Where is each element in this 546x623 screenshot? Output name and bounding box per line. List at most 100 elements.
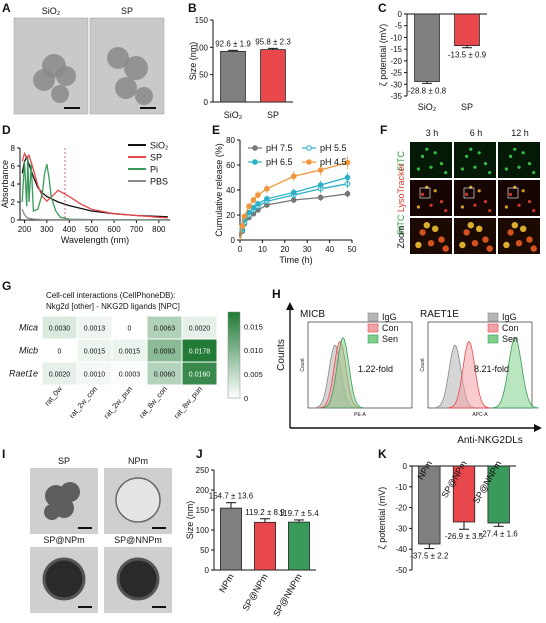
micrograph bbox=[498, 218, 540, 254]
y-tick-label: -15 bbox=[390, 45, 402, 54]
fluorescent-spot bbox=[477, 189, 481, 193]
x-axis-label: Wavelength (nm) bbox=[61, 235, 129, 245]
fluorescent-spot bbox=[520, 225, 527, 232]
bar bbox=[220, 507, 242, 571]
fold-change-label: 8.21-fold bbox=[474, 364, 509, 374]
legend-marker bbox=[306, 145, 312, 151]
legend-label: Sen bbox=[502, 334, 518, 344]
row-label-merge: FITC LysoTracker bbox=[396, 163, 406, 234]
panel-letter: G bbox=[2, 279, 11, 293]
row-label-fitc: FITC bbox=[396, 151, 406, 171]
cell-value: 0.0178 bbox=[189, 349, 211, 356]
fluorescent-spot bbox=[467, 222, 474, 229]
legend-label: PBS bbox=[150, 177, 168, 187]
fluorescent-spot bbox=[419, 229, 426, 236]
tem-image-i-3: SP@NNPm bbox=[104, 535, 172, 613]
row-label-zoom: Zoom bbox=[396, 225, 406, 248]
y-tick-label: 50 bbox=[199, 71, 208, 80]
panel-letter: K bbox=[378, 447, 387, 461]
y-tick-label: 200 bbox=[196, 486, 210, 495]
fluorescent-spot bbox=[444, 171, 448, 175]
inner-y-label: Count bbox=[420, 358, 426, 372]
image-label: NPm bbox=[128, 456, 148, 466]
particle bbox=[33, 69, 55, 91]
tem-image-i-0: SP bbox=[30, 456, 98, 534]
fluorescent-spot bbox=[425, 147, 429, 151]
fluorescent-spot bbox=[476, 225, 483, 232]
fluorescent-spot bbox=[469, 185, 473, 189]
y-tick-label: 150 bbox=[196, 506, 210, 515]
legend-label: SiO₂ bbox=[150, 141, 169, 151]
scale-tick-label: 0 bbox=[244, 394, 248, 403]
fluorescent-spot bbox=[444, 209, 448, 213]
panel-letter: A bbox=[2, 1, 11, 15]
image-label: SP bbox=[58, 456, 70, 466]
legend-label: IgG bbox=[382, 312, 397, 322]
series-line bbox=[21, 151, 168, 219]
y-tick-label: -40 bbox=[395, 545, 407, 554]
y-tick-label: 0 bbox=[204, 98, 209, 107]
time-label: 3 h bbox=[426, 128, 439, 138]
fluorescent-spot bbox=[482, 236, 489, 243]
y-tick-label: 2 bbox=[11, 198, 16, 207]
y-tick-label: 0 bbox=[205, 566, 210, 575]
y-tick-label: 0 bbox=[398, 10, 403, 19]
fluorescent-spot bbox=[415, 241, 422, 249]
histogram-title: MICB bbox=[300, 309, 325, 320]
cell-value: 0.0063 bbox=[154, 326, 176, 333]
series-line bbox=[21, 208, 168, 221]
color-scale bbox=[227, 311, 241, 399]
particle bbox=[56, 66, 76, 86]
row-label: Mica bbox=[19, 323, 38, 333]
fluorescent-spot bbox=[438, 236, 445, 243]
x-tick-label: 40 bbox=[325, 245, 334, 254]
fluorescent-spot bbox=[513, 185, 517, 189]
line-chart-D: 0 2 4 6 8 200 300 400 500 600 700 800 Wavelength (nm… bbox=[0, 141, 170, 245]
y-tick-label: 0 bbox=[11, 216, 16, 225]
legend-label: IgG bbox=[502, 312, 517, 322]
fluorescent-spot bbox=[459, 241, 466, 249]
y-tick-label: 0 bbox=[403, 462, 408, 471]
y-axis-label: ζ potential (mV) bbox=[378, 24, 388, 87]
fluorescent-spot bbox=[460, 167, 464, 171]
bar-chart-B: 0 50 100 150 Size (nm) 92.6 ± 1.9 SiO₂ 95.8 ± 2… bbox=[188, 16, 293, 120]
fold-change-label: 1.22-fold bbox=[358, 364, 393, 374]
fluorescent-spot bbox=[509, 154, 513, 158]
micrograph bbox=[410, 142, 452, 178]
data-label: 154.7 ± 13.6 bbox=[209, 492, 254, 501]
fluorescent-spot bbox=[503, 241, 510, 249]
fluorescent-spot bbox=[532, 171, 536, 175]
column-label: rat_2w_pun bbox=[102, 385, 134, 421]
legend-label: Pi bbox=[150, 165, 158, 175]
particle bbox=[51, 85, 69, 103]
fluorescent-spot bbox=[527, 200, 532, 204]
fluorescent-spot bbox=[471, 240, 479, 247]
legend-label: pH 7.5 bbox=[266, 143, 293, 153]
data-label: 95.8 ± 2.3 bbox=[255, 37, 291, 46]
fluorescent-spot bbox=[463, 229, 470, 236]
fluorescent-spot bbox=[473, 165, 477, 169]
x-axis-label: Anti-NKG2DLs bbox=[457, 435, 523, 446]
fluorescent-spot bbox=[429, 203, 433, 207]
x-tick-label: 400 bbox=[63, 225, 77, 234]
fluorescent-spot bbox=[517, 203, 521, 207]
legend-label: pH 5.5 bbox=[320, 143, 347, 153]
coated-particle bbox=[116, 557, 160, 601]
particle bbox=[60, 482, 80, 502]
fluorescent-spot bbox=[530, 245, 537, 252]
fluorescent-spot bbox=[488, 171, 492, 175]
category-label: NPm bbox=[217, 572, 236, 594]
legend-label: Con bbox=[502, 323, 519, 333]
inner-x-label: APC-A bbox=[472, 412, 488, 418]
y-tick-label: 4 bbox=[11, 180, 16, 189]
x-tick-label: 30 bbox=[303, 245, 312, 254]
y-tick-label: 20 bbox=[226, 211, 235, 220]
fluorescent-spot bbox=[439, 200, 444, 204]
x-tick-label: 700 bbox=[130, 225, 144, 234]
y-tick-label: 80 bbox=[226, 136, 235, 145]
micrograph bbox=[410, 218, 452, 254]
histogram-curve bbox=[321, 337, 365, 409]
y-axis-label: Size (nm) bbox=[185, 501, 195, 540]
category-label: SiO₂ bbox=[224, 110, 243, 120]
histogram-curve bbox=[447, 340, 491, 409]
